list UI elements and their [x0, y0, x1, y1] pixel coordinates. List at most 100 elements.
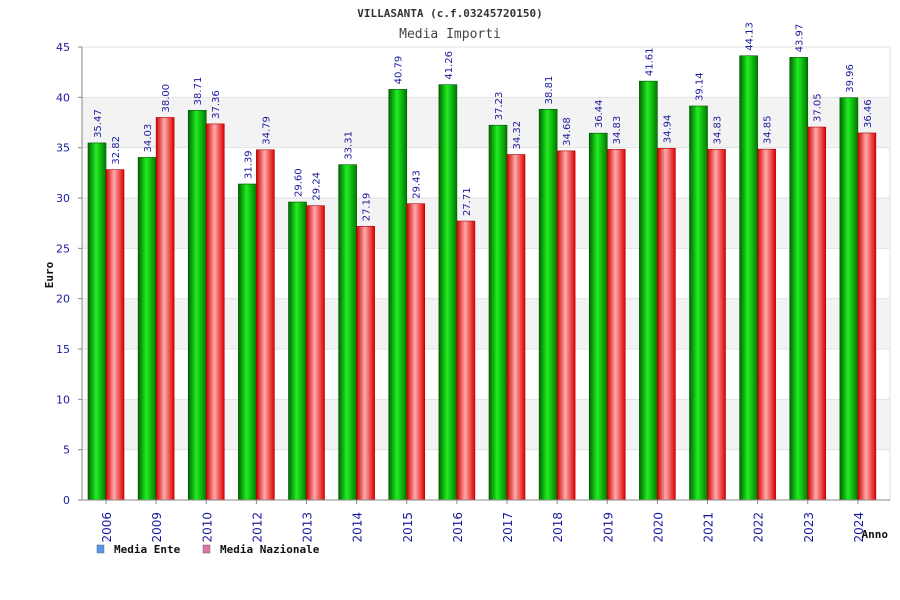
value-label: 37.36: [211, 90, 222, 119]
x-tick-label: 2024: [852, 512, 866, 543]
bar-media-ente-2022: [739, 55, 758, 501]
bar-media-nazionale-2019: [606, 149, 626, 501]
y-tick-label: 25: [56, 242, 70, 255]
bar-media-ente-2010: [187, 110, 207, 501]
value-label: 29.43: [412, 170, 423, 199]
value-label: 34.68: [562, 117, 573, 146]
bar-media-ente-2018: [538, 109, 558, 501]
x-tick-label: 2015: [401, 512, 415, 543]
y-tick-label: 30: [56, 192, 70, 205]
bar-media-ente-2009: [137, 157, 157, 501]
x-tick-label: 2013: [301, 512, 315, 543]
value-label: 40.79: [394, 56, 405, 85]
value-labels: 35.47 32.82 34.03 38.00 38.71 37.36 31.39 34.79…: [93, 22, 874, 221]
x-tick-label: 2012: [250, 512, 264, 543]
bar-media-nazionale-2014: [356, 225, 375, 501]
x-tick-label: 2018: [551, 512, 565, 543]
value-label: 41.26: [444, 51, 455, 80]
legend-swatch-media-nazionale: [202, 544, 211, 554]
value-label: 27.71: [462, 187, 473, 216]
legend-item-media-ente: Media Ente: [96, 543, 181, 556]
y-tick-label: 45: [56, 41, 70, 54]
legend-label-media-ente: Media Ente: [114, 543, 181, 556]
legend: Media Ente Media Nazionale: [96, 543, 320, 556]
bar-media-ente-2015: [388, 89, 408, 501]
x-tick-label: 2022: [752, 512, 766, 543]
value-label: 32.82: [111, 136, 122, 165]
value-label: 34.83: [713, 116, 724, 145]
bar-media-nazionale-2022: [757, 148, 776, 501]
value-label: 44.13: [745, 22, 756, 51]
bar-media-nazionale-2006: [105, 169, 125, 501]
y-tick-label: 35: [56, 142, 70, 155]
x-tick-label: 2006: [100, 512, 114, 543]
y-tick-label: 0: [63, 494, 70, 507]
bar-media-nazionale-2009: [155, 117, 175, 501]
value-label: 37.05: [813, 93, 824, 122]
x-axis-ticks: 2006 2009 2010 2012 2013 2014 2015 2016 2017 2018…: [100, 500, 866, 543]
y-tick-label: 20: [56, 293, 70, 306]
value-label: 39.14: [695, 72, 706, 101]
y-axis-label: Euro: [43, 261, 56, 288]
bar-media-ente-2014: [338, 164, 357, 501]
bar-media-nazionale-2024: [857, 132, 877, 501]
bar-media-nazionale-2017: [506, 154, 526, 501]
y-tick-label: 10: [56, 393, 70, 406]
value-label: 34.03: [143, 124, 154, 153]
value-label: 38.81: [544, 76, 555, 105]
bar-media-nazionale-2016: [456, 220, 476, 501]
bar-media-nazionale-2020: [657, 147, 676, 501]
bar-media-nazionale-2021: [707, 149, 726, 501]
value-label: 31.39: [243, 150, 254, 179]
value-label: 34.85: [763, 116, 774, 145]
bar-media-ente-2012: [238, 183, 257, 501]
value-label: 29.24: [312, 172, 323, 201]
value-label: 27.19: [362, 193, 373, 222]
value-label: 34.83: [612, 116, 623, 145]
x-tick-label: 2020: [651, 512, 665, 543]
value-label: 34.79: [261, 116, 272, 145]
x-tick-label: 2010: [200, 512, 214, 543]
x-axis-label: Anno: [862, 528, 889, 541]
x-tick-label: 2023: [802, 512, 816, 543]
bar-media-nazionale-2013: [306, 205, 325, 501]
bar-media-nazionale-2018: [556, 150, 576, 501]
value-label: 33.31: [344, 131, 355, 160]
y-tick-label: 5: [63, 444, 70, 457]
value-label: 41.61: [644, 47, 655, 76]
bar-media-ente-2016: [438, 84, 458, 501]
bar-media-ente-2019: [588, 132, 608, 501]
x-tick-label: 2014: [351, 512, 365, 543]
value-label: 38.00: [161, 84, 172, 113]
value-label: 35.47: [93, 109, 104, 138]
y-tick-label: 40: [56, 91, 70, 104]
x-tick-label: 2019: [601, 512, 615, 543]
y-axis-ticks: 0 5 10 15 20 25 30 35 40 45: [56, 41, 82, 507]
bar-media-nazionale-2012: [256, 149, 275, 501]
y-tick-label: 15: [56, 343, 70, 356]
chart-title: VILLASANTA (c.f.03245720150): [357, 7, 542, 20]
bar-media-nazionale-2010: [205, 123, 225, 501]
bar-media-ente-2023: [789, 57, 809, 501]
value-label: 36.44: [594, 100, 605, 129]
legend-item-media-nazionale: Media Nazionale: [202, 543, 320, 556]
x-tick-label: 2009: [150, 512, 164, 543]
value-label: 38.71: [193, 77, 204, 106]
value-label: 29.60: [294, 168, 305, 197]
value-label: 43.97: [795, 24, 806, 53]
bar-media-nazionale-2015: [406, 203, 426, 501]
bar-media-nazionale-2023: [807, 126, 827, 501]
chart-subtitle: Media Importi: [399, 27, 501, 42]
legend-label-media-nazionale: Media Nazionale: [220, 543, 320, 556]
x-tick-label: 2016: [451, 512, 465, 543]
value-label: 37.23: [494, 92, 505, 121]
bar-media-ente-2017: [488, 124, 508, 501]
bar-media-ente-2021: [689, 105, 708, 501]
x-tick-label: 2021: [702, 512, 716, 543]
bar-media-ente-2013: [288, 201, 307, 501]
bar-media-ente-2020: [639, 80, 658, 501]
value-label: 34.32: [512, 121, 523, 150]
bar-media-ente-2024: [839, 97, 859, 501]
value-label: 36.46: [863, 99, 874, 128]
